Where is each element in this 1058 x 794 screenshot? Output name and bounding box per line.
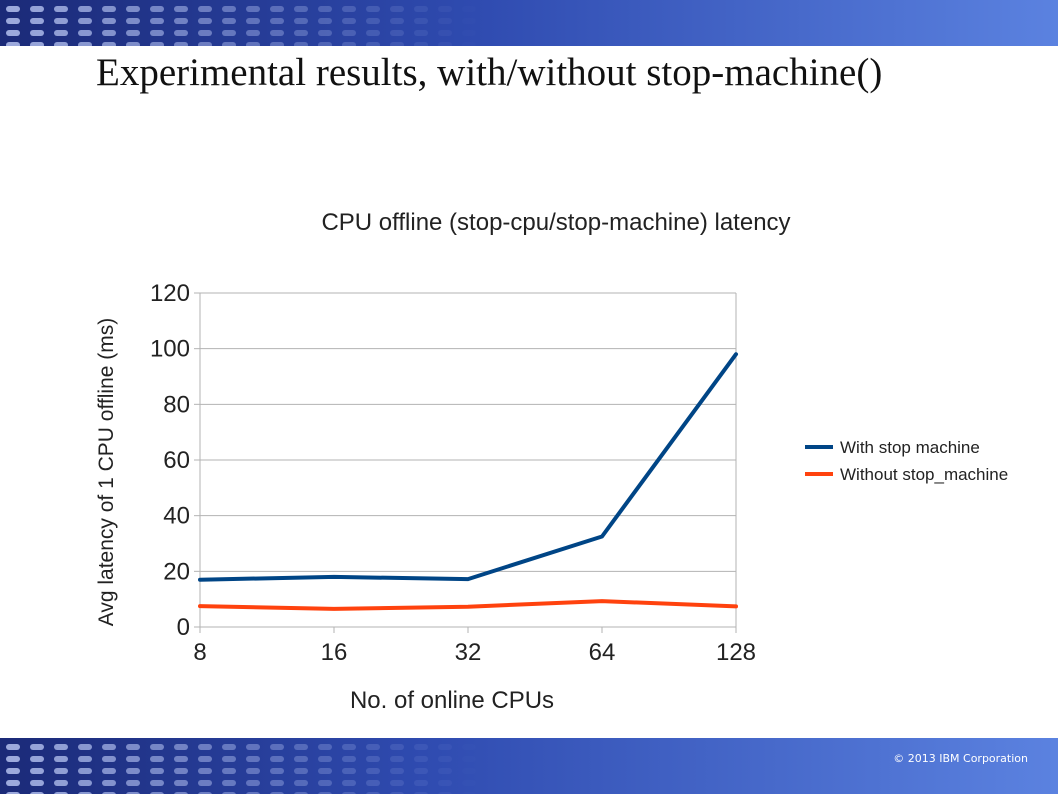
line-chart: CPU offline (stop-cpu/stop-machine) late… [95,209,1008,714]
y-tick-label: 40 [163,503,190,530]
y-tick-label: 80 [163,391,190,418]
y-axis-label: Avg latency of 1 CPU offline (ms) [95,318,118,627]
banner-pattern-footer [0,738,1058,794]
chart-title: CPU offline (stop-cpu/stop-machine) late… [321,209,790,236]
footer-banner [0,738,1058,794]
banner-pattern [0,0,1058,46]
x-tick-label: 128 [716,639,756,666]
x-tick-label: 16 [321,639,348,666]
legend-label: Without stop_machine [840,465,1008,484]
series-line-with-stop-machine [198,352,738,582]
x-tick-label: 64 [589,639,616,666]
x-tick-label: 32 [455,639,482,666]
y-tick-label: 20 [163,558,190,585]
y-tick-label: 100 [150,336,190,363]
y-tick-label: 60 [163,447,190,474]
copyright-text: © 2013 IBM Corporation [893,752,1028,765]
slide-title: Experimental results, with/without stop-… [96,51,883,94]
x-tick-label: 8 [193,639,206,666]
x-axis-label: No. of online CPUs [350,687,554,714]
y-tick-label: 120 [150,280,190,307]
y-tick-label: 0 [177,614,190,641]
legend-label: With stop machine [840,438,980,457]
header-banner [0,0,1058,46]
series-line-without-stop-machine [198,599,738,611]
